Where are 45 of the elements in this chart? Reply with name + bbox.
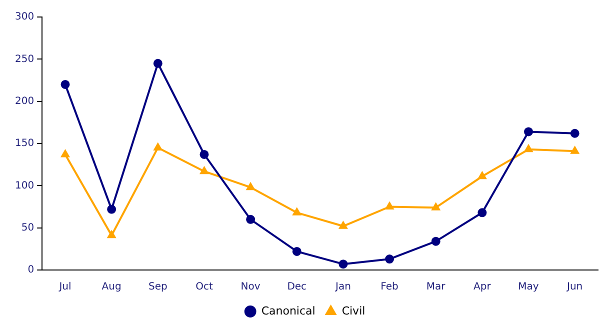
point	[338, 260, 348, 269]
x-tick-label: Dec	[287, 282, 307, 293]
x-tick-label: Mar	[426, 282, 446, 293]
point	[432, 203, 440, 210]
x-tick-label: Jan	[334, 282, 351, 293]
y-tick-label: 250	[14, 54, 34, 65]
point	[524, 144, 533, 152]
point	[200, 166, 208, 174]
y-tick-label: 100	[14, 180, 34, 192]
y-tick-label: 200	[14, 96, 34, 107]
y-tick-label: 300	[14, 12, 34, 23]
y-tick-label: 150	[14, 138, 34, 150]
point	[154, 143, 162, 150]
point	[386, 202, 394, 210]
point	[153, 58, 162, 68]
point	[61, 150, 70, 158]
point	[292, 246, 302, 256]
x-tick-label: Aug	[102, 282, 122, 293]
x-tick-label: Apr	[474, 282, 492, 293]
point	[108, 230, 116, 238]
x-tick-label: Jun	[566, 282, 583, 293]
point	[570, 128, 580, 138]
point	[385, 254, 394, 264]
point	[339, 222, 348, 229]
x-tick-label: Nov	[240, 282, 260, 293]
point	[200, 150, 209, 159]
point	[60, 80, 70, 89]
point	[107, 204, 116, 214]
point	[246, 214, 256, 224]
legend-label: Civil	[342, 304, 366, 318]
point	[524, 127, 534, 136]
x-tick-label: Jul	[58, 282, 72, 293]
x-tick-label: May	[518, 282, 539, 293]
x-tick-label: Feb	[380, 282, 398, 293]
x-tick-label: Sep	[148, 282, 168, 293]
point	[478, 172, 486, 180]
x-tick-label: Oct	[196, 282, 213, 293]
point	[292, 208, 301, 216]
y-tick-label: 50	[21, 222, 34, 234]
point	[478, 208, 487, 218]
y-tick-label: 0	[28, 264, 34, 276]
point	[431, 236, 440, 246]
point	[570, 146, 579, 154]
point	[246, 182, 255, 190]
legend-label: Canonical	[261, 304, 316, 318]
